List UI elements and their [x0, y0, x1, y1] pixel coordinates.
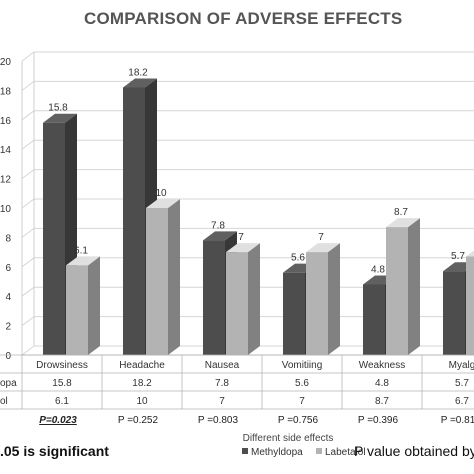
y-tick-label: 8 [5, 233, 11, 244]
bar-methyldopa-nausea [203, 240, 225, 355]
bar-methyldopa-myalg [443, 271, 465, 355]
bar-labetalol-weakness [386, 227, 408, 355]
bar-methyldopa-weakness [363, 284, 385, 355]
bar-labetalol-vomitiing [306, 252, 328, 355]
gridline-depth [21, 227, 35, 238]
bar-top [306, 243, 340, 253]
bar-top [226, 243, 260, 253]
data-label: 7.8 [211, 220, 225, 231]
series-row-label: opa [0, 378, 17, 389]
significance-note: .05 is significant [0, 443, 109, 459]
gridline-depth [21, 139, 35, 150]
p-value-label: P=0.023 [39, 415, 77, 426]
bar-labetalol-drowsiness [66, 265, 88, 355]
bar-methyldopa-drowsiness [43, 122, 65, 356]
legend-label: Labetalol [325, 447, 366, 458]
table-cell: 7.8 [215, 378, 229, 389]
p-value-label: P =0.803 [198, 415, 239, 426]
data-label: 7 [318, 232, 324, 243]
table-cell: 6.7 [455, 396, 469, 407]
y-tick-label: 14 [0, 145, 11, 156]
table-cell: 5.6 [295, 378, 309, 389]
bar-labetalol-myalg [466, 256, 474, 355]
y-tick-label: 10 [0, 204, 11, 215]
data-label: 6.1 [74, 245, 88, 256]
bar-top [146, 199, 180, 208]
y-tick-label: 0 [5, 351, 11, 362]
data-label: 5.7 [451, 251, 465, 262]
data-label: 18.2 [128, 67, 148, 78]
category-label: Weakness [359, 360, 406, 371]
chart-title: COMPARISON OF ADVERSE EFFECTS [84, 9, 403, 28]
bar-labetalol-headache [146, 208, 168, 355]
category-label: Nausea [205, 360, 240, 371]
data-label: 8.7 [394, 207, 408, 218]
series-row-label: ol [0, 396, 8, 407]
bar-labetalol-nausea [226, 252, 248, 355]
p-value-label: P =0.396 [358, 415, 399, 426]
data-label: 10 [155, 188, 167, 199]
y-tick-label: 12 [0, 175, 11, 186]
gridline-depth [21, 198, 35, 209]
bar-top [43, 113, 77, 123]
y-tick-label: 2 [5, 322, 11, 333]
bar-side [88, 256, 100, 355]
p-value-label: P =0.81 [441, 415, 474, 426]
data-label: 7 [238, 232, 244, 243]
table-cell: 6.1 [55, 396, 69, 407]
data-label: 5.6 [291, 253, 305, 264]
data-label: 15.8 [48, 103, 68, 114]
bar-top [66, 256, 100, 266]
p-value-label: P =0.252 [118, 415, 159, 426]
legend-label: Methyldopa [251, 447, 303, 458]
bar-methyldopa-headache [123, 87, 145, 356]
y-tick-label: 18 [0, 86, 11, 97]
legend-swatch [316, 448, 322, 454]
table-cell: 7 [299, 396, 305, 407]
bar-side [408, 218, 420, 355]
table-cell: 10 [136, 396, 148, 407]
gridline-depth [21, 286, 35, 297]
table-cell: 4.8 [375, 378, 389, 389]
x-axis-title: Different side effects [243, 433, 334, 444]
gridline-depth [21, 316, 35, 327]
p-value-label: P =0.756 [278, 415, 319, 426]
bar-methyldopa-vomitiing [283, 272, 305, 355]
table-cell: 15.8 [52, 378, 72, 389]
legend-swatch [242, 448, 248, 454]
table-cell: 5.7 [455, 378, 469, 389]
table-cell: 7 [219, 396, 225, 407]
bar-side [328, 243, 340, 355]
bar-top [386, 218, 420, 228]
data-label: 4.8 [371, 264, 385, 275]
y-tick-label: 6 [5, 263, 11, 274]
gridline-depth [21, 345, 35, 356]
p-value-note: P value obtained by [354, 443, 474, 459]
gridline-depth [21, 81, 35, 91]
bar-side [168, 199, 180, 355]
y-tick-label: 4 [5, 292, 11, 303]
category-label: Drowsiness [36, 360, 88, 371]
bar-side [248, 243, 260, 355]
y-tick-label: 16 [0, 116, 11, 127]
category-label: Myalg [449, 360, 474, 371]
gridline-depth [21, 257, 35, 268]
bar-top [466, 250, 474, 257]
bar-top [203, 231, 237, 241]
bar-top [123, 78, 157, 88]
table-cell: 8.7 [375, 396, 389, 407]
y-tick-label: 20 [0, 57, 11, 68]
category-label: Vomitiing [282, 360, 323, 371]
gridline-depth [21, 51, 35, 62]
gridline-depth [21, 110, 35, 121]
gridline-depth [21, 169, 35, 180]
table-cell: 18.2 [132, 378, 152, 389]
category-label: Headache [119, 360, 165, 371]
